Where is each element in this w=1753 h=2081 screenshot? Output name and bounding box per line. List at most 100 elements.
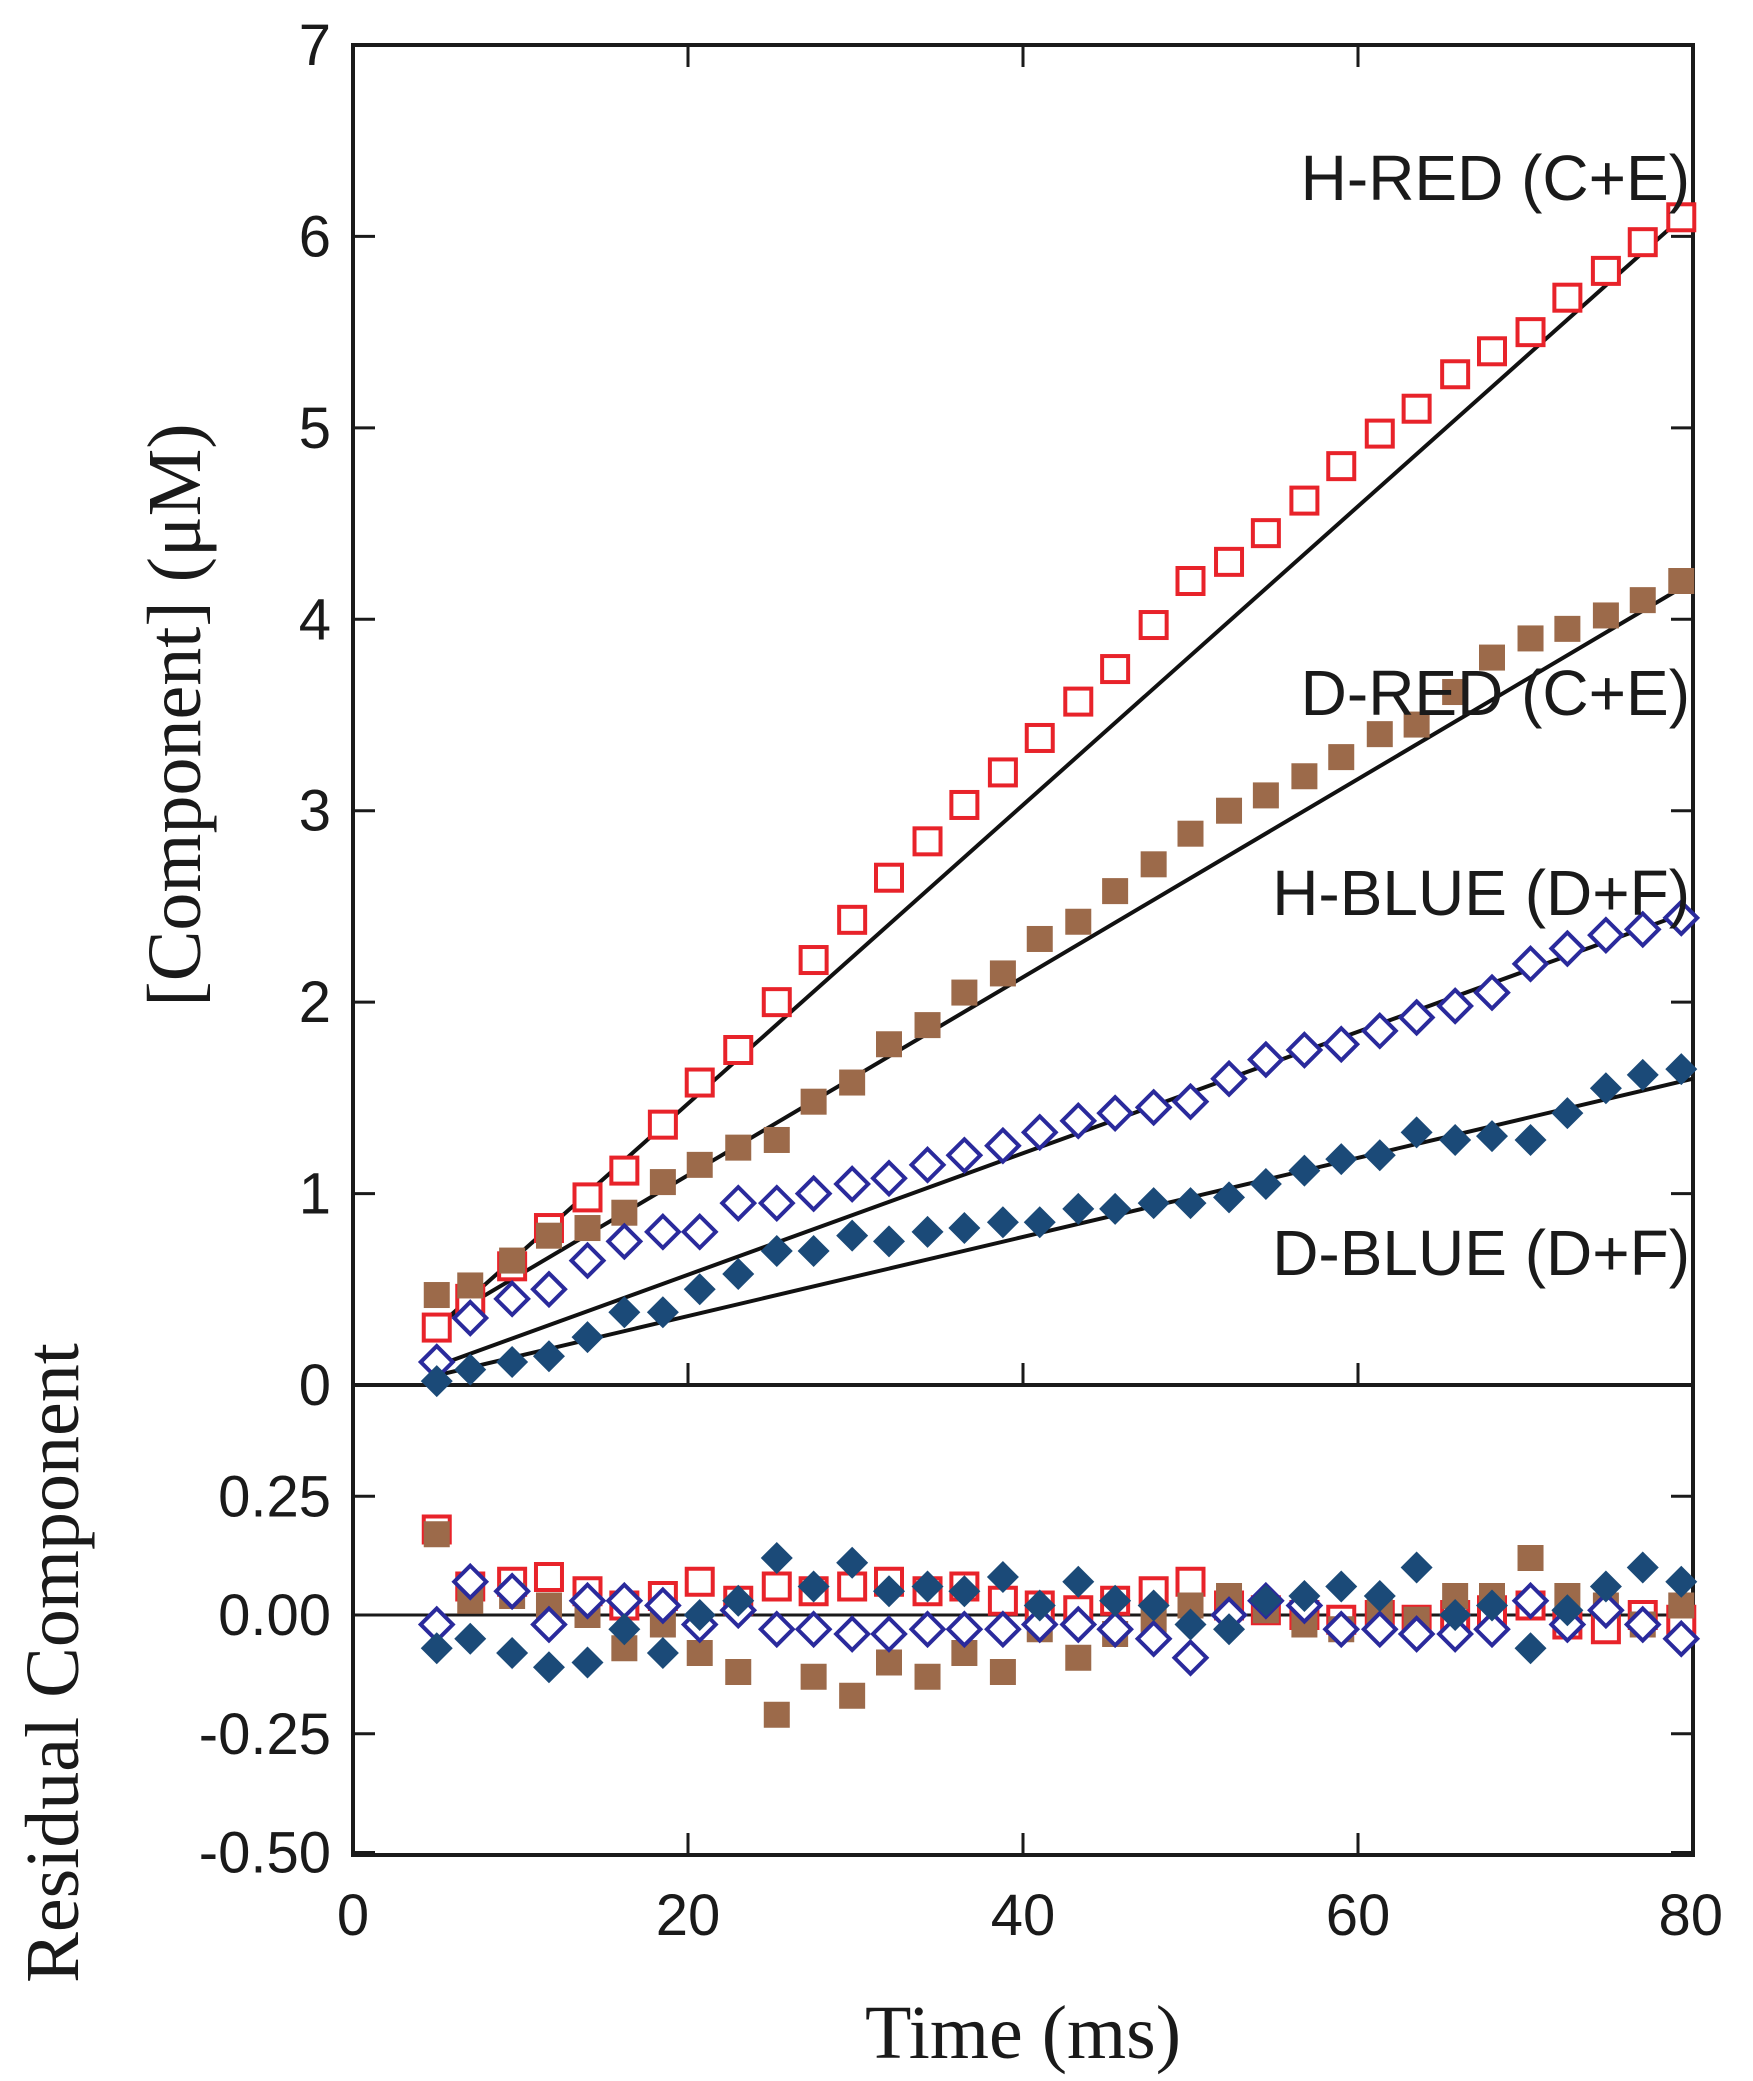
data-point [493, 1280, 531, 1318]
data-point [1668, 568, 1695, 594]
residual-point [1288, 1580, 1321, 1612]
data-point [1403, 711, 1430, 738]
data-point [1063, 686, 1094, 717]
data-point [833, 1165, 871, 1203]
data-point [911, 1215, 944, 1248]
residual-point [1171, 1638, 1210, 1677]
data-point [1140, 851, 1167, 878]
data-point [1551, 1097, 1584, 1130]
residual-point [686, 1640, 713, 1666]
residual-point [568, 1581, 607, 1620]
data-point [757, 1184, 796, 1222]
residual-point [948, 1575, 981, 1608]
residual-point [1589, 1570, 1622, 1603]
data-point [986, 1206, 1019, 1239]
residual-point [984, 1610, 1022, 1649]
data-point [1517, 625, 1544, 652]
data-point [1479, 644, 1505, 671]
data-point [423, 1282, 450, 1309]
top-panel-points [417, 202, 1701, 1398]
data-point [1059, 1102, 1098, 1140]
residual-point [1551, 1594, 1584, 1627]
data-point [1252, 782, 1279, 809]
y-axis-title-bottom: Residual Component [11, 1343, 95, 1983]
residual-point [451, 1562, 490, 1601]
data-point [951, 979, 978, 1006]
data-point [1627, 227, 1658, 258]
residual-tick-label: 0.25 [218, 1464, 331, 1529]
residual-point [794, 1610, 833, 1649]
data-point [1629, 587, 1656, 614]
residual-point [1134, 1619, 1173, 1658]
data-point [1325, 1143, 1358, 1176]
data-point [1322, 1025, 1361, 1064]
residual-point [1099, 1584, 1132, 1617]
data-point [644, 1213, 682, 1251]
data-point [870, 1159, 908, 1198]
residual-point [1514, 1632, 1547, 1665]
residual-point [1175, 1566, 1206, 1597]
y-tick-label: 2 [299, 970, 331, 1035]
series-label-d-red: D-RED (C+E) [1301, 657, 1690, 729]
data-point [876, 1031, 902, 1058]
data-point [1099, 1192, 1132, 1225]
residual-point [1397, 1615, 1436, 1653]
data-point [1623, 910, 1662, 949]
data-point [1062, 1192, 1095, 1225]
y-tick-label: 3 [299, 779, 331, 844]
residual-point [1662, 1619, 1701, 1658]
data-point [873, 1225, 905, 1258]
residual-point [496, 1637, 529, 1669]
residual-point [836, 1546, 869, 1579]
series-label-h-blue: H-BLUE (D+F) [1272, 857, 1690, 929]
residual-point [760, 1542, 793, 1574]
y-axis-title-top: [Component] (μM) [133, 423, 217, 1006]
x-tick-label: 40 [991, 1883, 1056, 1948]
data-point [1511, 945, 1550, 983]
residual-point [1065, 1644, 1092, 1671]
data-point [1024, 722, 1055, 753]
data-point [1100, 654, 1131, 685]
data-point [684, 1067, 715, 1098]
residual-point [530, 1605, 568, 1644]
data-point [1171, 1082, 1210, 1121]
residual-point [986, 1561, 1019, 1593]
residual-tick-label: -0.25 [199, 1702, 331, 1767]
data-point [1548, 929, 1587, 968]
data-point [760, 1235, 793, 1267]
data-point [609, 1155, 640, 1186]
data-point [945, 1136, 984, 1175]
data-point [646, 1296, 679, 1329]
residual-point [763, 1701, 790, 1728]
data-point [1328, 744, 1355, 771]
data-point [1397, 998, 1436, 1037]
data-point [574, 1215, 601, 1242]
residual-point [683, 1599, 716, 1631]
residual-point [725, 1659, 752, 1685]
residual-point [1473, 1610, 1511, 1649]
data-point [421, 1312, 452, 1343]
y-tick-label: 6 [299, 204, 331, 269]
data-point [532, 1340, 565, 1373]
data-point [568, 1241, 607, 1280]
data-point [1473, 973, 1511, 1012]
bottom-panel-points [417, 1514, 1701, 1728]
y-tick-label: 4 [299, 587, 331, 652]
residual-point [989, 1659, 1016, 1685]
data-point [1216, 797, 1243, 824]
data-point [530, 1270, 568, 1309]
residual-point [1476, 1589, 1508, 1622]
residual-point [1587, 1591, 1625, 1630]
data-point [680, 1213, 719, 1251]
data-point [451, 1299, 490, 1337]
data-point [1442, 679, 1469, 706]
data-point [1138, 610, 1169, 641]
data-point [535, 1222, 562, 1249]
data-point [1285, 1031, 1324, 1069]
residual-point [420, 1632, 453, 1665]
data-point [989, 960, 1016, 987]
residual-point [1400, 1551, 1433, 1584]
residual-point [839, 1682, 866, 1709]
data-point [912, 826, 943, 857]
data-point [1175, 566, 1206, 596]
